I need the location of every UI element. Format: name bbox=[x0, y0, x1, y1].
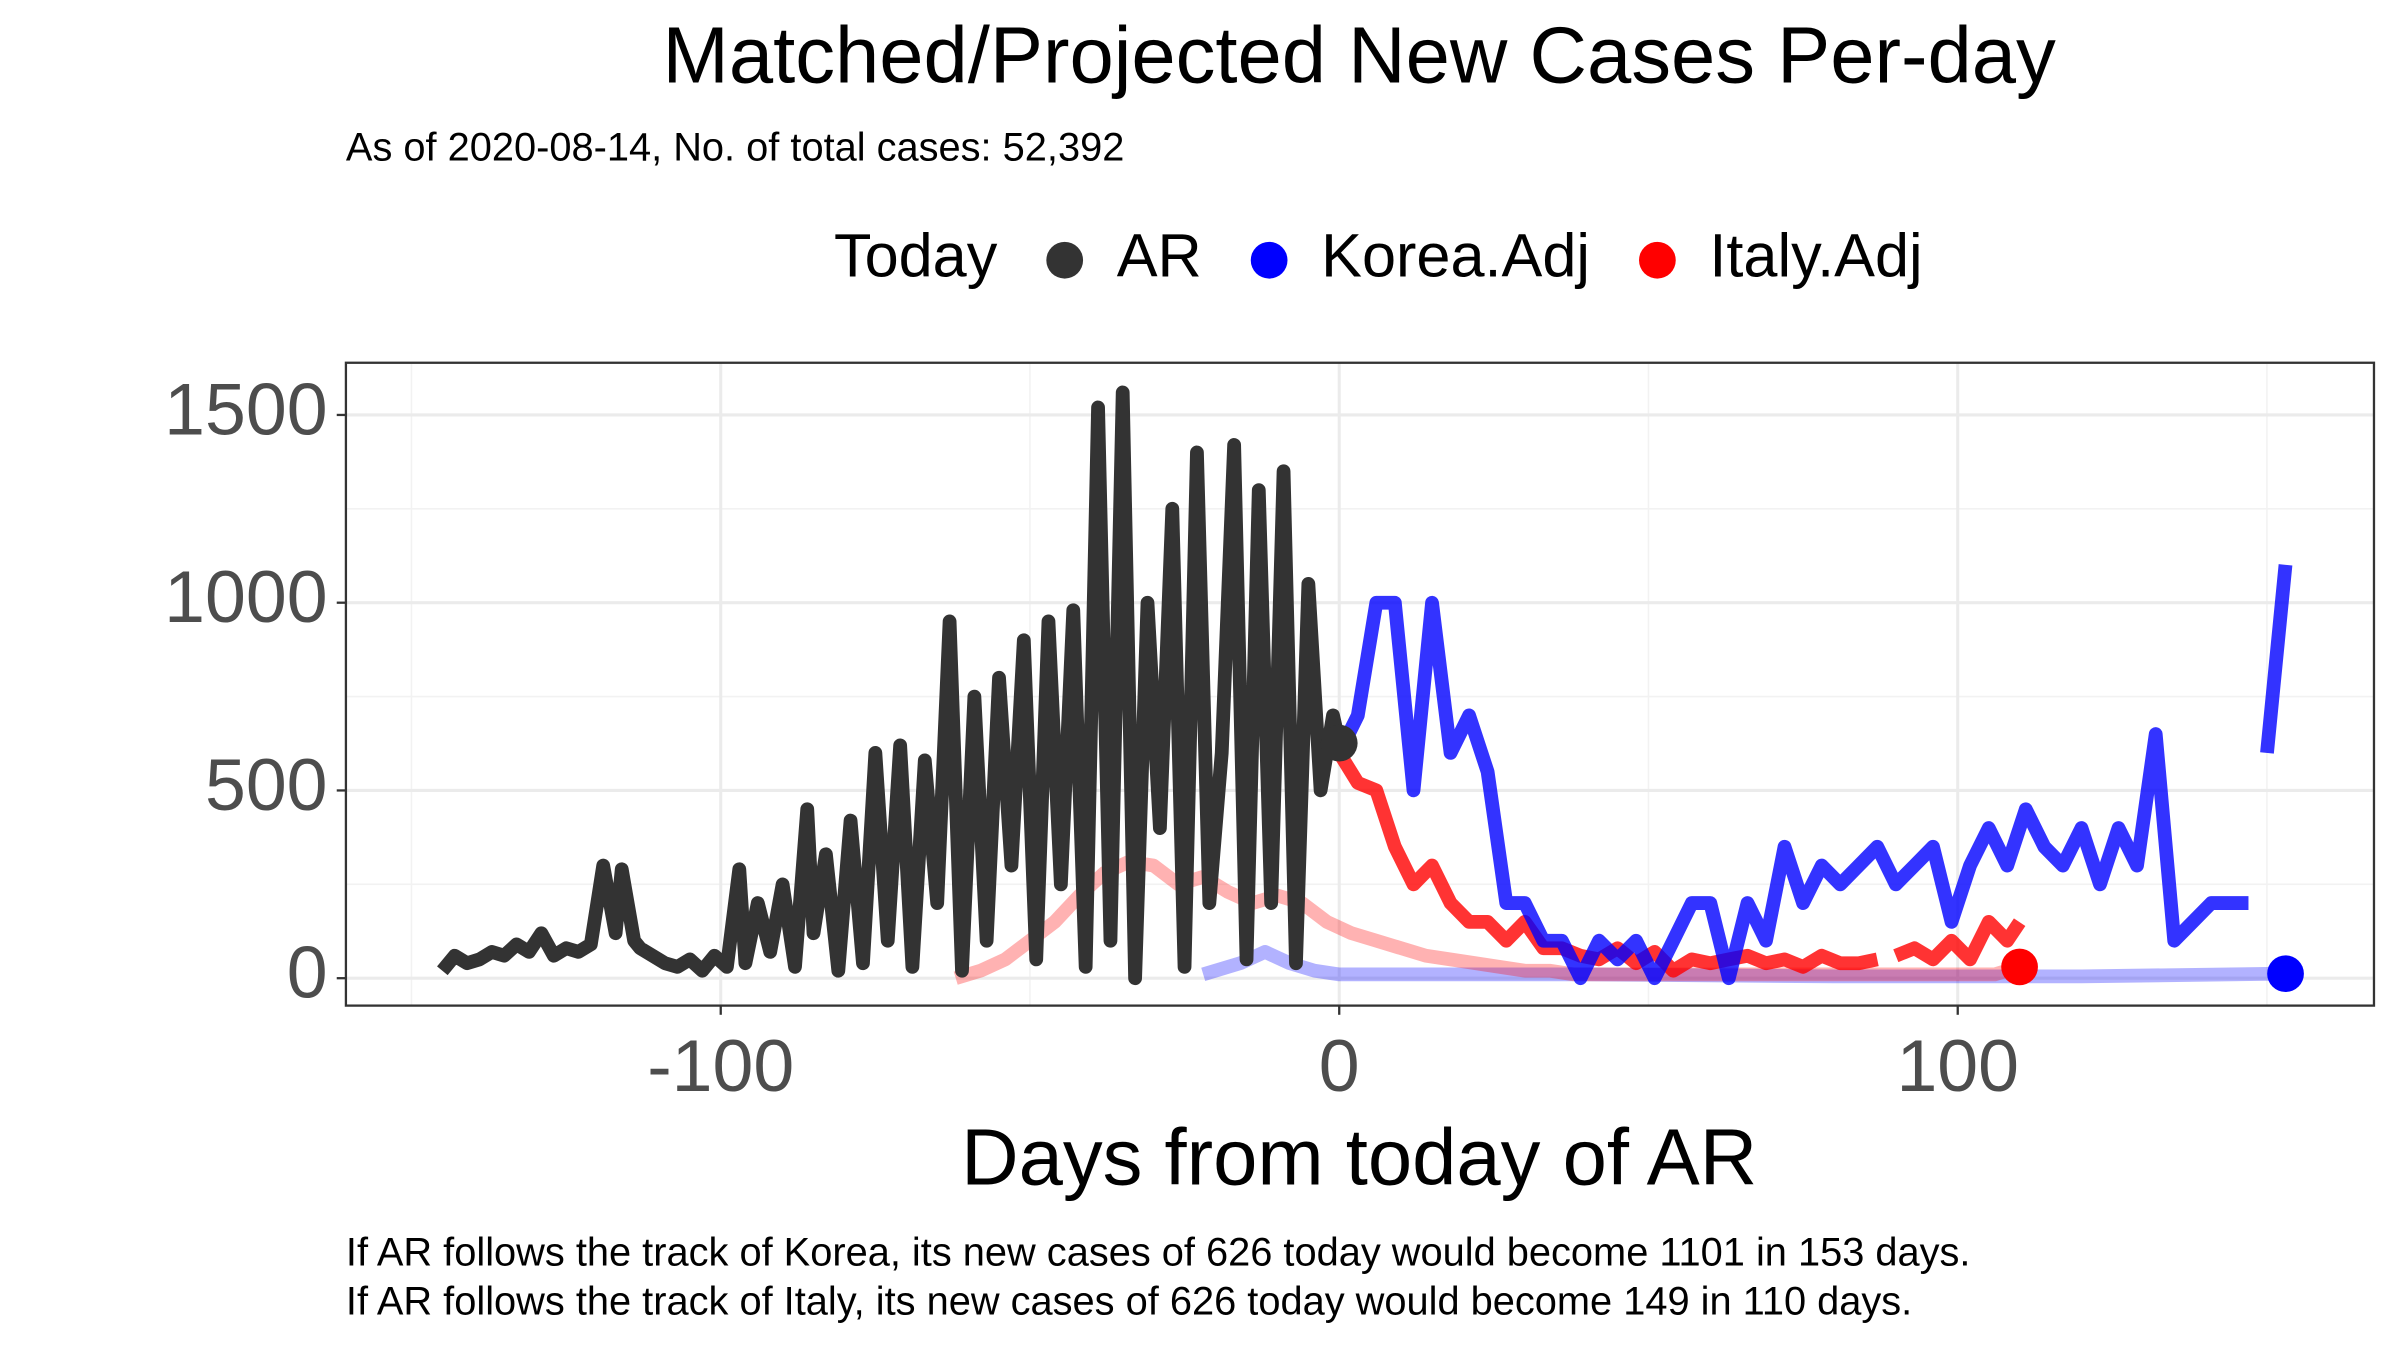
series-line bbox=[437, 385, 1347, 986]
note: If AR follows the track of Italy, its ne… bbox=[346, 1280, 1912, 1324]
legend-marker bbox=[1250, 241, 1288, 279]
legend-label: Italy.Adj bbox=[1709, 221, 1922, 289]
y-tick-label: 500 bbox=[205, 743, 328, 826]
subtitle: As of 2020-08-14, No. of total cases: 52… bbox=[346, 126, 1124, 170]
x-tick-label: 100 bbox=[1896, 1024, 2019, 1107]
y-tick-label: 1000 bbox=[164, 555, 327, 638]
today-point bbox=[2001, 948, 2038, 986]
today-point bbox=[2267, 955, 2304, 993]
legend-marker bbox=[1046, 241, 1084, 279]
y-tick-label: 1500 bbox=[164, 367, 327, 450]
plot-border bbox=[344, 361, 2376, 1007]
x-tick-label: 0 bbox=[1319, 1024, 1360, 1107]
today-point bbox=[1320, 724, 1358, 762]
legend-marker bbox=[1639, 241, 1676, 279]
legend-title: Today bbox=[834, 221, 998, 289]
legend-label: AR bbox=[1117, 221, 1202, 289]
chart-title: Matched/Projected New Cases Per-day bbox=[663, 10, 2056, 99]
series-line bbox=[1333, 564, 2293, 986]
y-tick-label: 0 bbox=[287, 931, 328, 1014]
legend-label: Korea.Adj bbox=[1321, 221, 1590, 289]
legend: Today AR Korea.Adj Italy.Adj bbox=[834, 221, 1923, 289]
x-tick-label: -100 bbox=[647, 1024, 794, 1107]
x-axis-label: Days from today of AR bbox=[961, 1112, 1757, 1201]
note: If AR follows the track of Korea, its ne… bbox=[346, 1231, 1971, 1275]
